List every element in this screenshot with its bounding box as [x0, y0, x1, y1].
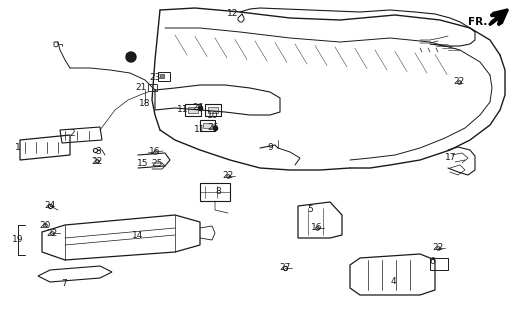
Text: 1: 1: [15, 143, 21, 153]
Text: 16: 16: [149, 148, 161, 156]
Text: 22: 22: [453, 77, 464, 86]
Text: 8: 8: [215, 188, 221, 196]
Text: 22: 22: [432, 244, 443, 252]
Bar: [160, 74, 164, 78]
Text: 19: 19: [12, 236, 24, 244]
Text: 20: 20: [39, 220, 50, 229]
Bar: [158, 72, 170, 81]
Bar: [208, 107, 218, 113]
Text: 25: 25: [151, 158, 163, 167]
Text: 11: 11: [194, 125, 206, 134]
Bar: [200, 183, 230, 201]
Bar: [203, 123, 212, 128]
Text: 23: 23: [149, 73, 160, 82]
Text: 15: 15: [137, 158, 149, 167]
Text: FR.: FR.: [468, 17, 488, 27]
Text: 17: 17: [445, 154, 457, 163]
Text: 13: 13: [125, 52, 137, 61]
Text: 5: 5: [307, 205, 313, 214]
Bar: [185, 104, 201, 116]
Text: 21: 21: [135, 84, 147, 92]
Text: 14: 14: [133, 231, 144, 241]
Bar: [188, 107, 198, 113]
Text: 9: 9: [267, 143, 273, 153]
Text: 27: 27: [279, 263, 291, 273]
Text: 2: 2: [69, 129, 75, 138]
Text: 10: 10: [207, 111, 219, 121]
Text: 22: 22: [92, 156, 103, 165]
Bar: [200, 120, 215, 131]
Text: 6: 6: [429, 257, 435, 266]
Text: 22: 22: [46, 228, 58, 237]
Text: 18: 18: [139, 99, 151, 108]
Bar: [205, 104, 221, 116]
Text: 26: 26: [207, 124, 219, 132]
Text: 24: 24: [44, 202, 56, 211]
Bar: [148, 84, 157, 91]
Text: 26: 26: [193, 103, 204, 113]
Text: 16: 16: [311, 223, 323, 233]
Circle shape: [126, 52, 136, 62]
Text: 22: 22: [222, 172, 234, 180]
Text: 7: 7: [61, 278, 67, 287]
Bar: [430, 258, 448, 270]
Text: 11: 11: [177, 106, 189, 115]
Text: 12: 12: [227, 10, 239, 19]
Text: 4: 4: [390, 276, 396, 285]
Text: 3: 3: [95, 148, 101, 156]
